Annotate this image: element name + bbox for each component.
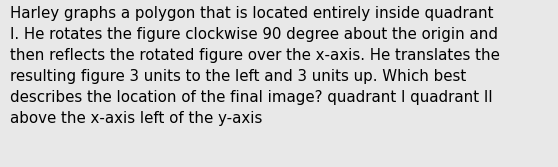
Text: Harley graphs a polygon that is located entirely inside quadrant
I. He rotates t: Harley graphs a polygon that is located … bbox=[10, 6, 500, 126]
